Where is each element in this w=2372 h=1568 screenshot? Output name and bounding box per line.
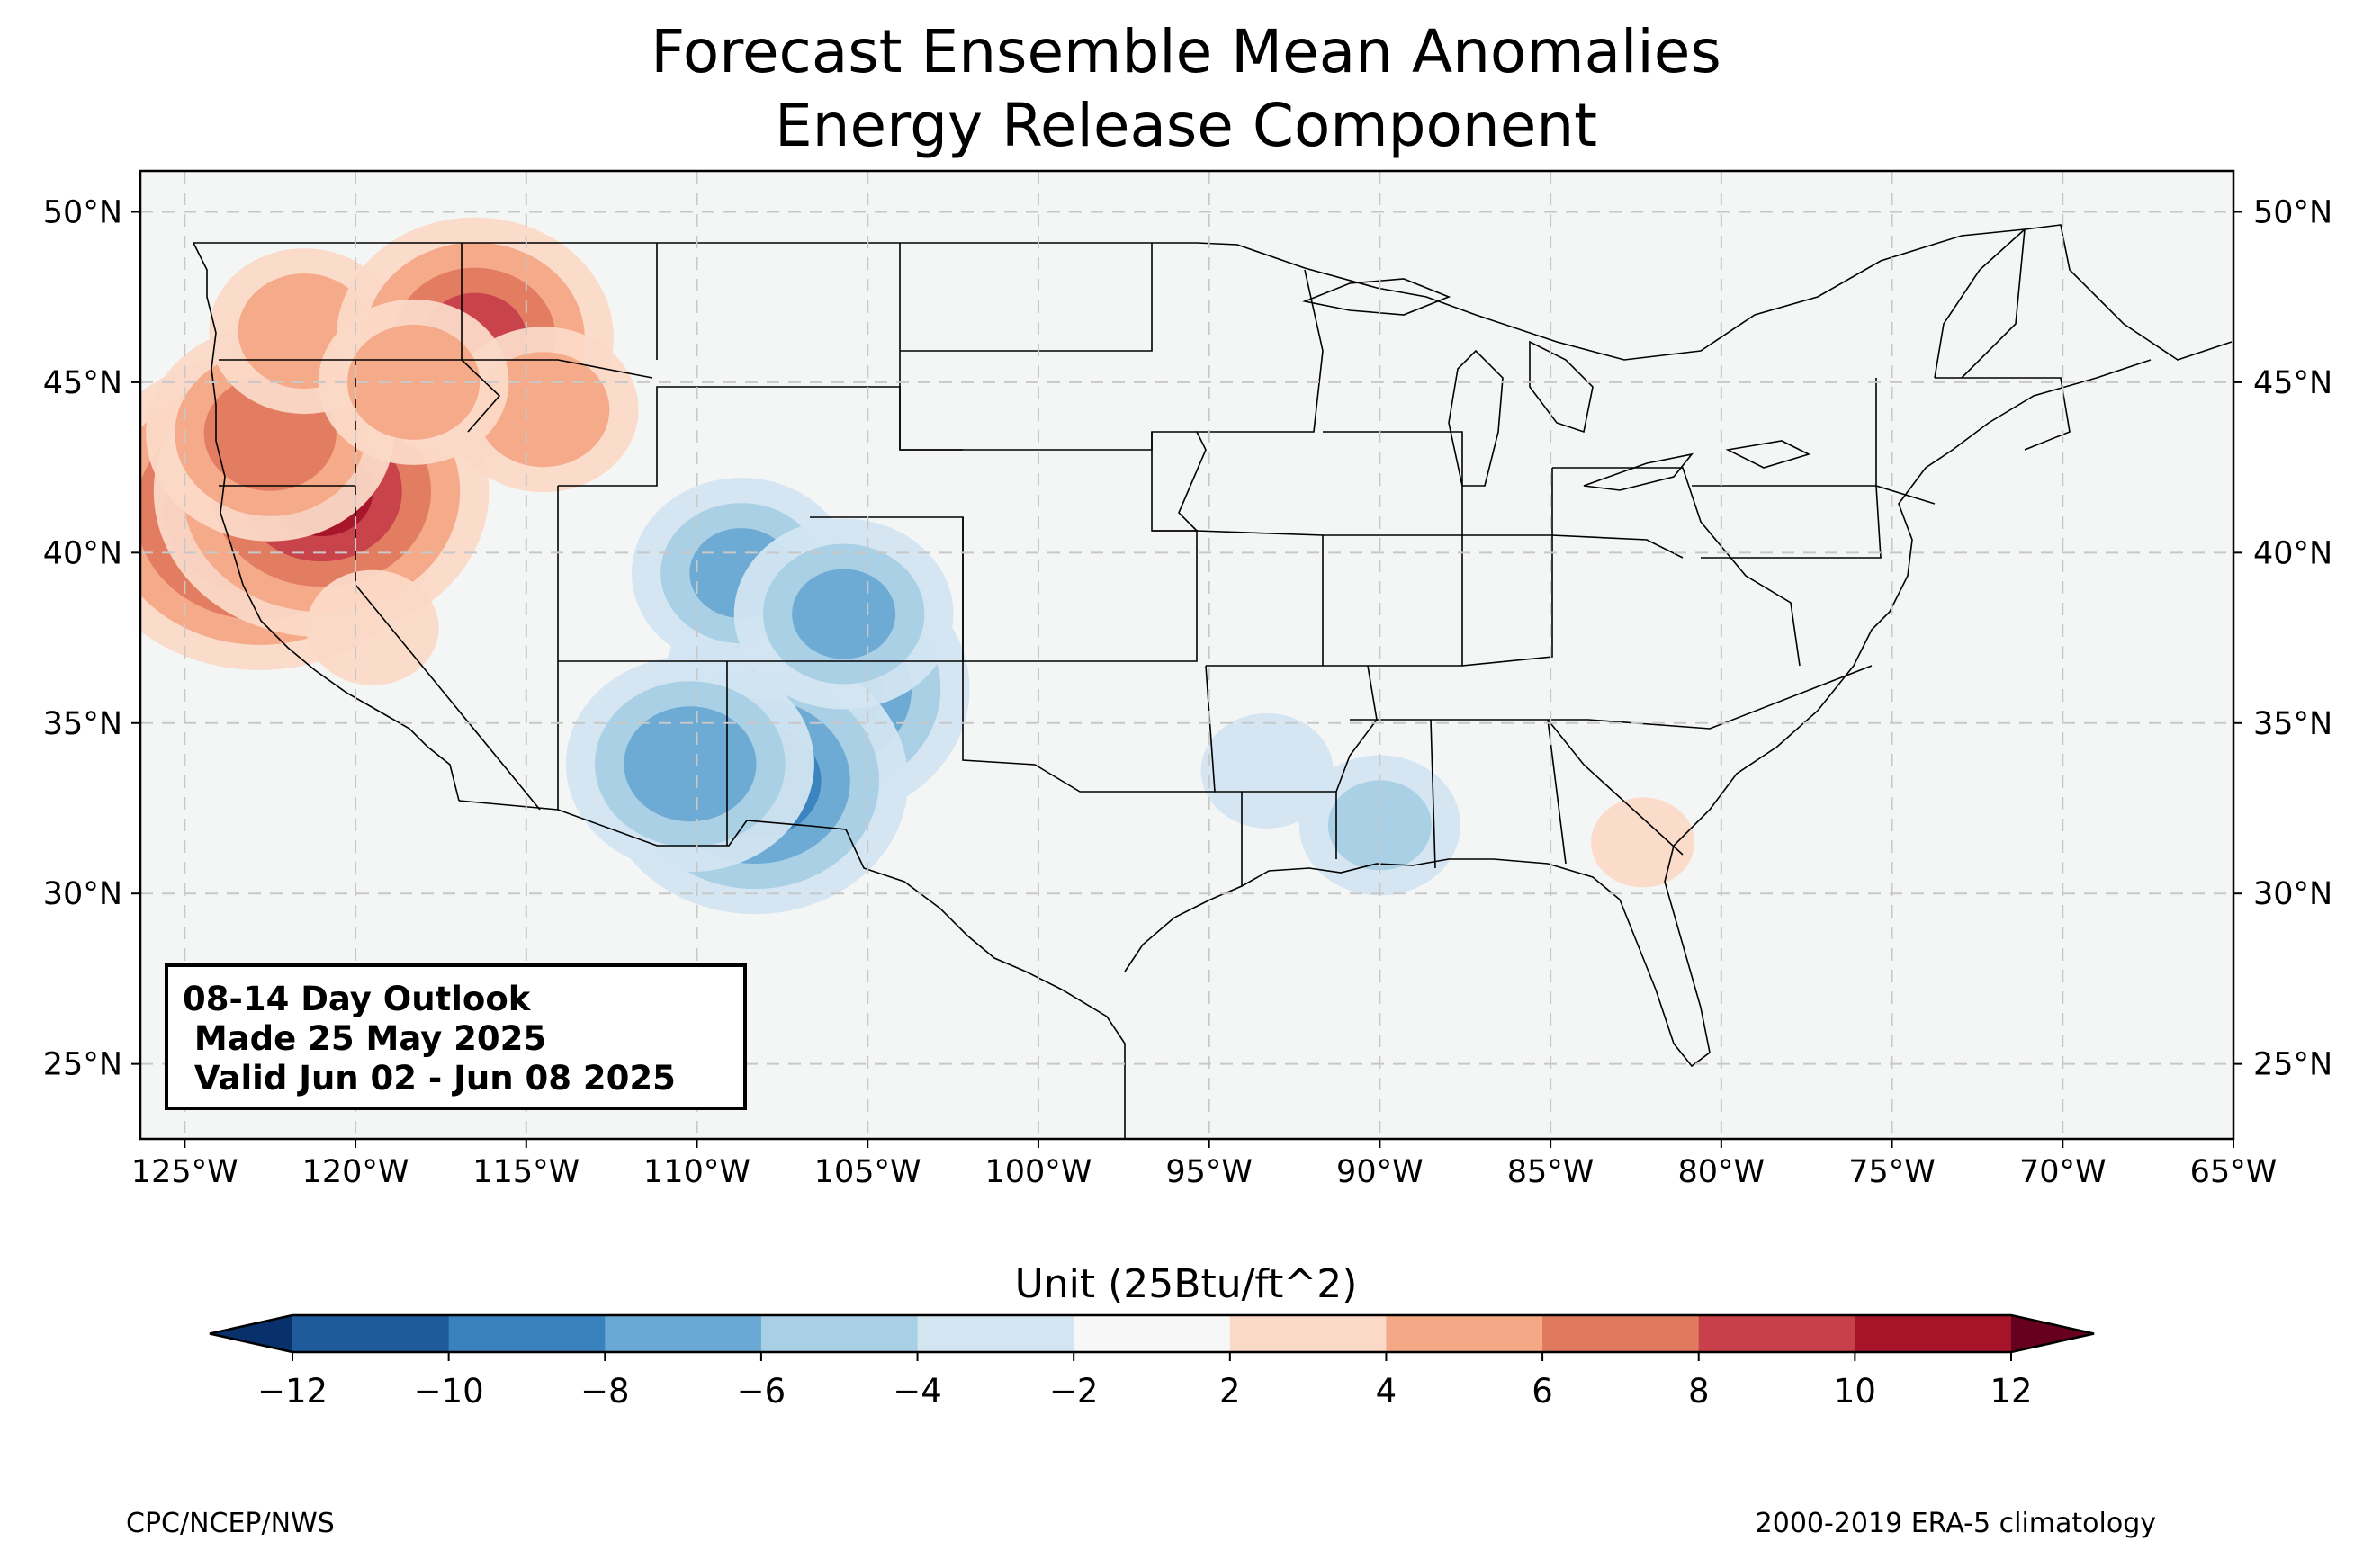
colorbar-tick-label: 4	[1375, 1372, 1397, 1411]
lat-tick-label-right: 40°N	[2253, 535, 2332, 571]
lon-tick-label: 110°W	[643, 1154, 750, 1190]
footer-source: CPC/NCEP/NWS	[126, 1508, 335, 1539]
colorbar-tick-label: 6	[1532, 1372, 1553, 1411]
colorbar-extend-low	[210, 1315, 292, 1352]
colorbar-tick-label: 2	[1219, 1372, 1241, 1411]
colorbar-tick-label: −6	[736, 1372, 786, 1411]
lat-tick-label-left: 30°N	[43, 876, 122, 912]
lon-tick-label: 95°W	[1165, 1154, 1253, 1190]
anomaly-blob	[1200, 712, 1334, 829]
chart-title-line2: Energy Release Component	[774, 91, 1598, 160]
colorbar-segment	[1542, 1315, 1700, 1352]
lon-tick-label: 70°W	[2019, 1154, 2107, 1190]
lon-tick-label: 100°W	[984, 1154, 1092, 1190]
colorbar-segment	[760, 1315, 919, 1352]
lat-tick-label-left: 40°N	[43, 535, 122, 571]
lon-tick-label: 105°W	[814, 1154, 921, 1190]
colorbar-tick-label: −12	[256, 1372, 328, 1411]
colorbar-segment	[1855, 1315, 2012, 1352]
axis-ticks: 125°W 120°W 115°W 110°W 105°W 100°W 95°W 90°W 85…	[43, 194, 2332, 1190]
lon-tick-label: 120°W	[302, 1154, 409, 1190]
graticule	[140, 171, 2233, 1139]
great-lakes	[1302, 278, 1811, 491]
colorbar-tick-label: −8	[580, 1372, 630, 1411]
lon-tick-label: 125°W	[131, 1154, 238, 1190]
colorbar-segment	[1386, 1315, 1543, 1352]
colorbar-segment	[917, 1315, 1074, 1352]
colorbar-tick-label: 8	[1687, 1372, 1710, 1411]
colorbar	[209, 1313, 2095, 1361]
anomaly-blob	[477, 352, 610, 468]
anomaly-blob	[624, 706, 757, 822]
outlook-period: 08-14 Day Outlook	[183, 980, 531, 1018]
colorbar-extend-high	[2011, 1315, 2094, 1352]
lon-tick-label: 115°W	[472, 1154, 580, 1190]
lat-tick-label-right: 30°N	[2253, 876, 2332, 912]
lon-tick-label: 85°W	[1507, 1154, 1595, 1190]
footer-climatology: 2000-2019 ERA-5 climatology	[1755, 1508, 2156, 1539]
lat-tick-label-left: 50°N	[43, 194, 122, 230]
colorbar-tick-label: −2	[1048, 1372, 1099, 1411]
colorbar-segment	[292, 1315, 450, 1352]
colorbar-tick-label: −10	[413, 1372, 484, 1411]
colorbar-label: Unit (25Btu/ft^2)	[1014, 1261, 1358, 1307]
outlook-info-box: 08-14 Day Outlook Made 25 May 2025 Valid…	[165, 963, 747, 1110]
colorbar-tick-label: 12	[1990, 1372, 2033, 1411]
lon-tick-label: 75°W	[1848, 1154, 1936, 1190]
lat-tick-label-left: 25°N	[43, 1047, 122, 1083]
anomaly-blob	[792, 569, 896, 659]
lat-tick-label-left: 35°N	[43, 706, 122, 742]
lat-tick-label-right: 45°N	[2253, 365, 2332, 401]
colorbar-segment	[1229, 1315, 1387, 1352]
colorbar-tick-label: 10	[1833, 1372, 1876, 1411]
colorbar-segment	[1074, 1315, 1231, 1352]
lat-tick-label-right: 25°N	[2253, 1047, 2332, 1083]
lon-tick-label: 65°W	[2190, 1154, 2278, 1190]
anomaly-blob	[1591, 797, 1695, 888]
chart-title-line1: Forecast Ensemble Mean Anomalies	[651, 17, 1721, 86]
anomaly-blob	[346, 324, 481, 440]
colorbar-tick-label: −4	[893, 1372, 942, 1411]
valid-range: Valid Jun 02 - Jun 08 2025	[183, 1059, 676, 1098]
colorbar-segment	[448, 1315, 606, 1352]
lat-tick-label-right: 35°N	[2253, 706, 2332, 742]
lon-tick-label: 80°W	[1678, 1154, 1766, 1190]
lon-tick-label: 90°W	[1336, 1154, 1424, 1190]
map-frame	[139, 169, 2235, 1141]
lat-tick-label-left: 45°N	[43, 365, 122, 401]
made-date: Made 25 May 2025	[183, 1019, 547, 1058]
anomaly-blob	[306, 569, 439, 685]
colorbar-segment	[605, 1315, 762, 1352]
colorbar-segment	[1698, 1315, 1855, 1352]
lat-tick-label-right: 50°N	[2253, 194, 2332, 230]
